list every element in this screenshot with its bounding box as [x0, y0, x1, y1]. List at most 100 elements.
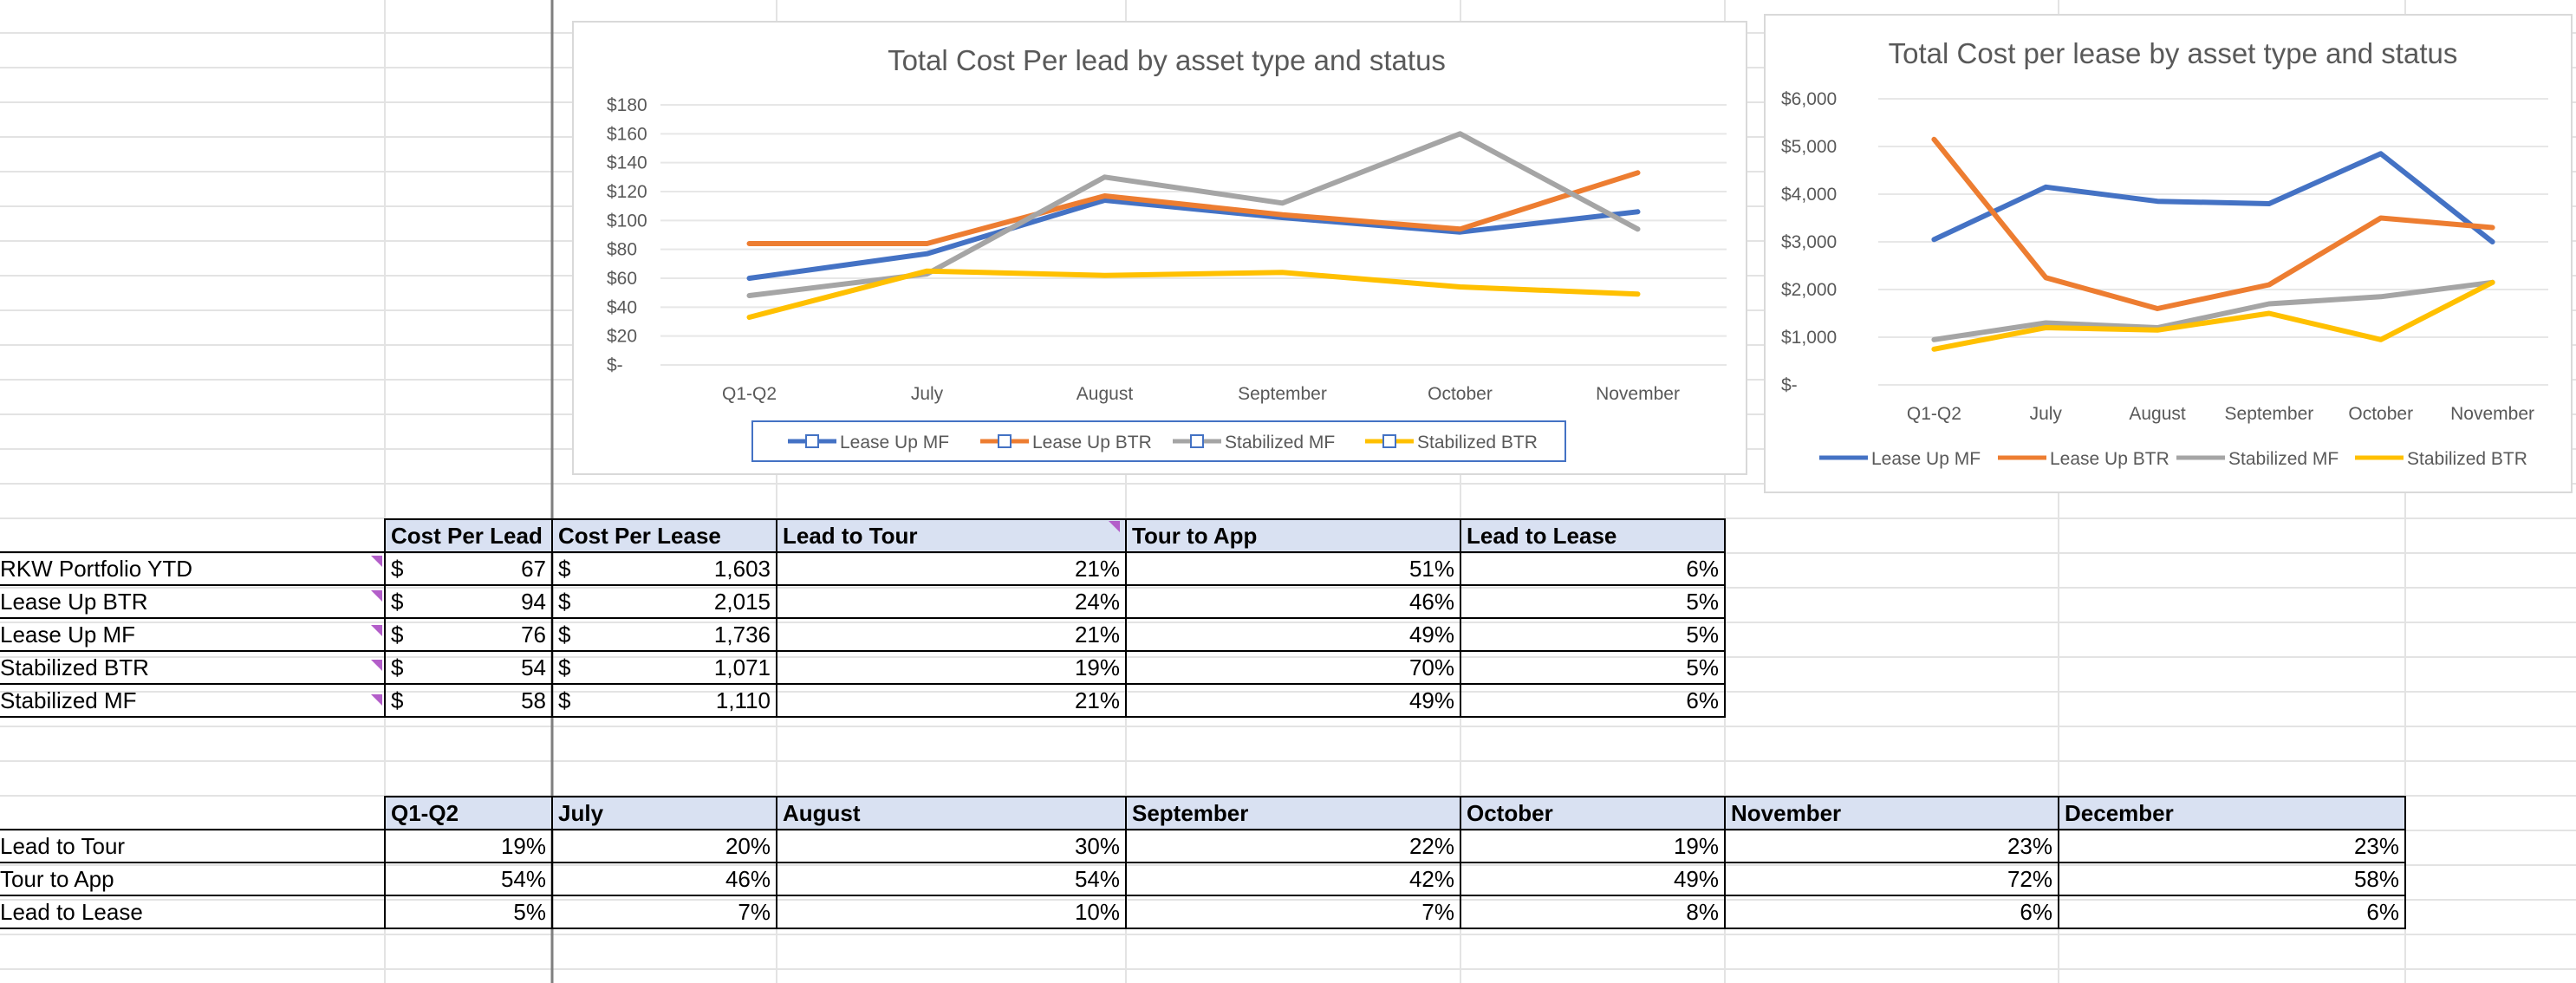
table-cell[interactable]: 6% — [2058, 895, 2406, 929]
table-cell[interactable]: 6% — [1724, 895, 2059, 929]
y-tick-label: $6,000 — [1781, 89, 1837, 109]
cost-per-lead-cell[interactable]: $76 — [384, 617, 553, 652]
comment-marker[interactable] — [1109, 521, 1120, 532]
y-tick-label: $40 — [607, 297, 637, 317]
comment-marker[interactable] — [371, 590, 382, 602]
header-q1-q2[interactable]: Q1-Q2 — [384, 796, 553, 830]
row-label[interactable]: Lease Up MF — [0, 618, 385, 652]
comment-marker[interactable] — [371, 625, 382, 636]
comment-marker[interactable] — [371, 694, 382, 706]
row-label[interactable]: Lease Up BTR — [0, 585, 385, 619]
table-cell[interactable]: 7% — [1125, 895, 1461, 929]
lead-to-lease-cell[interactable]: 6% — [1460, 683, 1726, 718]
cost-per-lease-cell[interactable]: $1,071 — [551, 650, 777, 685]
row-label[interactable]: RKW Portfolio YTD — [0, 552, 385, 586]
table-cell[interactable]: 20% — [551, 829, 777, 863]
legend-label: Lease Up MF — [840, 433, 949, 452]
tour-to-app-cell[interactable]: 49% — [1125, 617, 1461, 652]
table-cell[interactable]: 72% — [1724, 862, 2059, 896]
tour-to-app-cell[interactable]: 49% — [1125, 683, 1461, 718]
header-tour-to-app[interactable]: Tour to App — [1125, 518, 1461, 553]
tour-to-app-cell[interactable]: 70% — [1125, 650, 1461, 685]
lead-to-lease-cell[interactable]: 5% — [1460, 650, 1726, 685]
table-row: Lead to Lease 5% 7% 10% 7% 8% 6% 6% — [0, 895, 2406, 929]
table-row: Lease Up BTR $94 $2,015 24% 46% 5% — [0, 584, 1726, 619]
lead-to-tour-cell[interactable]: 19% — [776, 650, 1127, 685]
row-label[interactable]: Stabilized MF — [0, 684, 385, 718]
table-cell[interactable]: 23% — [1724, 829, 2059, 863]
table-cell[interactable]: 58% — [2058, 862, 2406, 896]
legend-label: Stabilized BTR — [2407, 449, 2527, 469]
header-july[interactable]: July — [551, 796, 777, 830]
cost-per-lease-cell[interactable]: $2,015 — [551, 584, 777, 619]
y-tick-label: $1,000 — [1781, 328, 1837, 348]
y-tick-label: $2,000 — [1781, 280, 1837, 300]
table-cell[interactable]: 23% — [2058, 829, 2406, 863]
cell-value: 67 — [521, 555, 546, 582]
table-cell[interactable]: 19% — [384, 829, 553, 863]
table-cell[interactable]: 54% — [776, 862, 1127, 896]
header-cost-per-lead[interactable]: Cost Per Lead — [384, 518, 553, 553]
row-label[interactable]: Tour to App — [0, 863, 385, 896]
x-tick-label: Q1-Q2 — [722, 384, 777, 404]
header-lead-to-lease[interactable]: Lead to Lease — [1460, 518, 1726, 553]
cost-per-lease-cell[interactable]: $1,603 — [551, 551, 777, 586]
chart-title: Total Cost Per lead by asset type and st… — [888, 44, 1446, 76]
lead-to-lease-cell[interactable]: 6% — [1460, 551, 1726, 586]
cost-per-lease-cell[interactable]: $1,736 — [551, 617, 777, 652]
cost-per-lead-cell[interactable]: $67 — [384, 551, 553, 586]
currency-symbol: $ — [558, 687, 571, 713]
cost-per-lead-chart[interactable]: Total Cost Per lead by asset type and st… — [572, 21, 1747, 475]
header-october[interactable]: October — [1460, 796, 1726, 830]
table-cell[interactable]: 19% — [1460, 829, 1726, 863]
y-tick-label: $5,000 — [1781, 137, 1837, 157]
row-label[interactable]: Stabilized BTR — [0, 651, 385, 685]
currency-symbol: $ — [391, 555, 404, 582]
cost-per-lead-cell[interactable]: $94 — [384, 584, 553, 619]
lead-to-tour-cell[interactable]: 21% — [776, 617, 1127, 652]
x-tick-label: Q1-Q2 — [1907, 404, 1961, 424]
table-cell[interactable]: 8% — [1460, 895, 1726, 929]
lead-to-tour-cell[interactable]: 21% — [776, 683, 1127, 718]
lead-to-tour-cell[interactable]: 24% — [776, 584, 1127, 619]
lead-to-lease-cell[interactable]: 5% — [1460, 584, 1726, 619]
y-tick-label: $140 — [607, 153, 647, 173]
cost-per-lead-cell[interactable]: $54 — [384, 650, 553, 685]
comment-marker[interactable] — [371, 660, 382, 671]
tour-to-app-cell[interactable]: 51% — [1125, 551, 1461, 586]
table-cell[interactable]: 22% — [1125, 829, 1461, 863]
x-tick-label: August — [1077, 384, 1134, 404]
cost-per-lease-chart[interactable]: Total Cost per lease by asset type and s… — [1764, 14, 2573, 493]
series-line-lease-up-mf — [746, 198, 1641, 281]
table-cell[interactable]: 54% — [384, 862, 553, 896]
legend-label: Lease Up MF — [1871, 449, 1981, 469]
header-lead-to-tour[interactable]: Lead to Tour — [776, 518, 1127, 553]
x-tick-label: November — [1596, 384, 1680, 404]
table-cell[interactable]: 30% — [776, 829, 1127, 863]
comment-marker[interactable] — [371, 556, 382, 567]
header-august[interactable]: August — [776, 796, 1127, 830]
table-cell[interactable]: 49% — [1460, 862, 1726, 896]
legend-label: Lease Up BTR — [2050, 449, 2169, 469]
currency-symbol: $ — [391, 654, 404, 680]
table-cell[interactable]: 46% — [551, 862, 777, 896]
cost-per-lead-cell[interactable]: $58 — [384, 683, 553, 718]
metrics-summary-table: Cost Per Lead Cost Per Lease Lead to Tou… — [0, 518, 1726, 718]
cost-per-lease-cell[interactable]: $1,110 — [551, 683, 777, 718]
header-september[interactable]: September — [1125, 796, 1461, 830]
header-november[interactable]: November — [1724, 796, 2059, 830]
lead-to-tour-cell[interactable]: 21% — [776, 551, 1127, 586]
legend-label: Stabilized BTR — [1417, 433, 1538, 452]
table-cell[interactable]: 42% — [1125, 862, 1461, 896]
header-december[interactable]: December — [2058, 796, 2406, 830]
x-tick-label: October — [1428, 384, 1493, 404]
header-cost-per-lease[interactable]: Cost Per Lease — [551, 518, 777, 553]
currency-symbol: $ — [558, 621, 571, 648]
row-label[interactable]: Lead to Lease — [0, 895, 385, 929]
table-cell[interactable]: 10% — [776, 895, 1127, 929]
table-cell[interactable]: 7% — [551, 895, 777, 929]
tour-to-app-cell[interactable]: 46% — [1125, 584, 1461, 619]
lead-to-lease-cell[interactable]: 5% — [1460, 617, 1726, 652]
table-cell[interactable]: 5% — [384, 895, 553, 929]
row-label[interactable]: Lead to Tour — [0, 830, 385, 863]
